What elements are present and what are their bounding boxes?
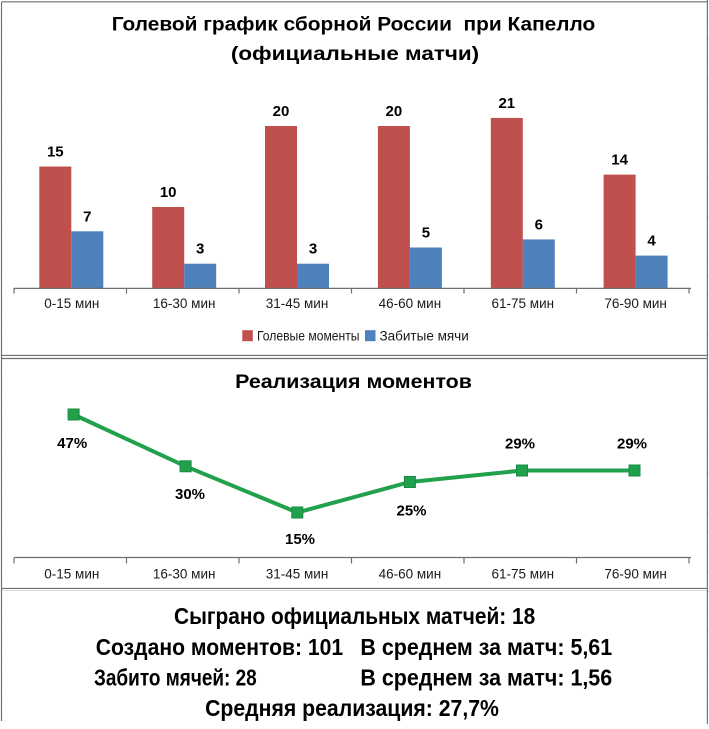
svg-text:Реализация моментов: Реализация моментов	[235, 371, 472, 393]
svg-text:29%: 29%	[617, 435, 647, 452]
svg-text:Создано моментов: 101: Создано моментов: 101	[96, 634, 343, 660]
svg-text:0-15 мин: 0-15 мин	[44, 296, 99, 311]
svg-text:В среднем за матч: 1,56: В среднем за матч: 1,56	[360, 665, 612, 691]
svg-text:3: 3	[196, 241, 204, 258]
svg-text:Голевые моменты: Голевые моменты	[257, 328, 360, 344]
svg-text:7: 7	[83, 208, 91, 225]
svg-text:31-45 мин: 31-45 мин	[266, 567, 329, 582]
svg-text:61-75 мин: 61-75 мин	[492, 296, 555, 311]
svg-text:25%: 25%	[396, 502, 426, 519]
svg-text:10: 10	[160, 184, 177, 201]
svg-text:Забитые мячи: Забитые мячи	[380, 329, 469, 344]
svg-text:14: 14	[611, 152, 628, 169]
svg-text:21: 21	[498, 95, 515, 112]
svg-text:16-30 мин: 16-30 мин	[153, 567, 216, 582]
svg-text:3: 3	[309, 241, 317, 258]
svg-text:Сыграно официальных матчей: 18: Сыграно официальных матчей: 18	[174, 603, 535, 629]
svg-text:15: 15	[47, 144, 64, 161]
svg-text:46-60 мин: 46-60 мин	[379, 296, 442, 311]
svg-text:Голевой график сборной России: Голевой график сборной России при Капелл…	[112, 14, 595, 35]
svg-text:31-45 мин: 31-45 мин	[266, 296, 329, 311]
svg-text:29%: 29%	[505, 435, 535, 452]
svg-text:20: 20	[386, 103, 403, 120]
svg-text:В среднем за матч: 5,61: В среднем за матч: 5,61	[360, 634, 612, 660]
svg-text:(официальные матчи): (официальные матчи)	[231, 43, 479, 64]
svg-text:76-90 мин: 76-90 мин	[604, 567, 667, 582]
svg-text:61-75 мин: 61-75 мин	[492, 567, 555, 582]
svg-text:15%: 15%	[285, 531, 315, 548]
svg-text:0-15 мин: 0-15 мин	[44, 567, 99, 582]
svg-text:5: 5	[422, 225, 430, 242]
svg-text:20: 20	[273, 103, 290, 120]
svg-text:6: 6	[535, 216, 543, 233]
svg-text:46-60 мин: 46-60 мин	[379, 567, 442, 582]
svg-text:47%: 47%	[57, 435, 87, 452]
svg-text:16-30 мин: 16-30 мин	[153, 296, 216, 311]
svg-text:Забито мячей: 28: Забито мячей: 28	[94, 666, 257, 691]
svg-text:30%: 30%	[175, 486, 205, 503]
svg-text:4: 4	[647, 233, 656, 250]
svg-text:Средняя реализация: 27,7%: Средняя реализация: 27,7%	[205, 695, 499, 721]
svg-text:76-90 мин: 76-90 мин	[604, 296, 667, 311]
